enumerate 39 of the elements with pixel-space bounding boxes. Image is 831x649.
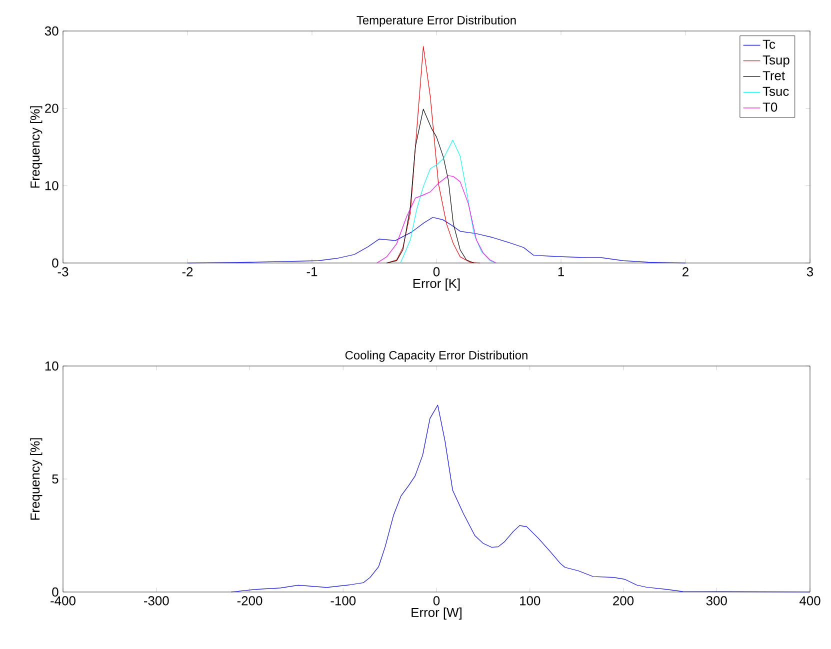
x-tick-label: -300: [144, 596, 169, 606]
y-tick-label: 30: [44, 26, 58, 36]
y-tick-label: 10: [45, 361, 58, 371]
line-series: [230, 404, 810, 592]
x-tick-label: 2: [682, 267, 688, 276]
legend-label: Tsup: [762, 56, 790, 68]
y-tick-label: 10: [45, 181, 58, 190]
legend-label: Tsuc: [762, 86, 789, 96]
x-tick-label: -1: [306, 267, 318, 276]
y-tick-label: 0: [52, 587, 58, 597]
x-tick-label: 300: [706, 596, 727, 606]
legend-label: T0: [762, 102, 778, 112]
y-axis-title: Frequency [%]: [30, 106, 42, 188]
x-axis-title: Error [W]: [412, 608, 462, 620]
legend-label: Tret: [762, 71, 785, 80]
chart-title: Cooling Capacity Error Distribution: [345, 350, 528, 362]
x-tick-label: -100: [330, 596, 356, 606]
x-tick-label: 200: [613, 596, 634, 606]
y-tick-label: 20: [45, 104, 58, 113]
x-tick-label: -400: [50, 596, 76, 606]
chart-title: Temperature Error Distribution: [356, 16, 516, 27]
line-series: [376, 175, 497, 264]
x-axis-title: Error [K]: [413, 278, 460, 291]
y-tick-label: 5: [52, 474, 58, 484]
y-axis-title: Frequency [%]: [30, 438, 42, 520]
line-series: [386, 46, 480, 264]
line-series: [400, 140, 497, 264]
x-tick-label: 100: [520, 596, 540, 606]
y-tick-label: 0: [52, 258, 58, 268]
x-tick-label: 1: [558, 267, 564, 276]
x-tick-label: 3: [806, 267, 814, 276]
legend-label: Tc: [762, 40, 776, 49]
x-tick-label: -2: [182, 267, 193, 276]
x-tick-label: -200: [237, 596, 262, 606]
x-tick-label: 0: [433, 596, 440, 606]
x-tick-label: -3: [58, 267, 68, 276]
x-tick-label: 0: [433, 267, 440, 276]
line-series: [187, 217, 686, 264]
x-tick-label: 400: [799, 596, 820, 606]
